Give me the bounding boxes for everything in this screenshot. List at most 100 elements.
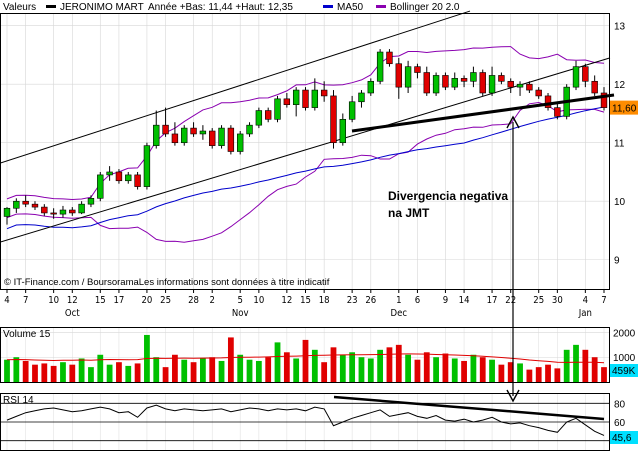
x-tick-label: 1 xyxy=(396,295,401,306)
volume-bar xyxy=(88,367,94,382)
candle-body xyxy=(283,98,291,105)
rsi-last-box xyxy=(610,431,638,444)
candle-body xyxy=(404,66,412,88)
volume-bar xyxy=(545,364,551,382)
x-tick-label: 4 xyxy=(4,295,9,306)
rsi-title: RSI 14 xyxy=(3,395,34,406)
x-tick-label: 30 xyxy=(552,295,563,306)
candle-body xyxy=(526,83,533,91)
candle-body xyxy=(460,78,468,82)
price-tick-label: 9 xyxy=(614,256,620,267)
x-tick-label: 5 xyxy=(237,295,242,306)
x-tick-label: 17 xyxy=(487,295,498,306)
rsi-tick-label: 80 xyxy=(614,399,626,410)
candle-body xyxy=(423,72,430,94)
volume-bar xyxy=(246,359,253,382)
candle-body xyxy=(199,130,207,135)
legend-swatch-bollinger xyxy=(376,5,386,8)
candle-body xyxy=(97,174,104,199)
x-tick-label: 12 xyxy=(67,295,78,306)
volume-bar xyxy=(97,354,104,382)
volume-bar xyxy=(4,359,10,382)
x-tick-label: 15 xyxy=(95,295,106,306)
volume-bar xyxy=(554,368,561,382)
volume-bar xyxy=(302,339,309,382)
source-note: © IT-Finance.com / BoursoramaLes informa… xyxy=(4,277,330,288)
x-tick-label: 12 xyxy=(281,295,292,306)
candle-body xyxy=(292,89,300,105)
price-tick-label: 11 xyxy=(614,139,625,150)
rsi-line xyxy=(6,404,605,436)
x-tick-label: 6 xyxy=(415,295,420,306)
bollinger-upper-line xyxy=(6,46,605,201)
candle-body xyxy=(218,127,225,146)
volume-bar xyxy=(13,357,20,382)
candle-body xyxy=(3,207,11,217)
candle-body xyxy=(414,66,421,73)
candle-body xyxy=(209,130,216,146)
legend-jeronimo: JERONIMO MART xyxy=(60,2,144,13)
volume-bar xyxy=(106,364,113,382)
volume-bar xyxy=(41,363,48,382)
axis-labels: 4 7 10 12 15 17 20 25 28 2 5 10 12 15 18 23 26 1 6 9 14 17 22 2… xyxy=(4,22,638,444)
candle-body xyxy=(87,198,95,205)
volume-bar xyxy=(535,367,542,382)
volume-bar xyxy=(414,359,421,382)
candle-body xyxy=(488,75,496,94)
candle-body xyxy=(432,75,440,94)
volume-bar xyxy=(293,358,300,382)
volume-bar xyxy=(218,360,225,382)
volume-bar xyxy=(405,354,412,382)
volume-bar xyxy=(153,357,160,382)
legend-bollinger: Bollinger 20 2.0 xyxy=(390,2,460,13)
x-tick-label: 15 xyxy=(300,295,311,306)
candle-body xyxy=(330,95,337,144)
legend-swatch-ma50 xyxy=(323,5,333,8)
volume-bar xyxy=(32,364,38,382)
volume-bar xyxy=(526,369,533,382)
channel-lower-line xyxy=(0,57,611,243)
candle-body xyxy=(115,171,123,182)
volume-bar xyxy=(423,352,430,382)
x-tick-label: 14 xyxy=(459,295,470,306)
candle-body xyxy=(358,92,365,103)
candle-body xyxy=(162,124,169,135)
rsi-last-label: 45,6 xyxy=(612,433,632,444)
support-trendline xyxy=(351,93,615,133)
x-tick-label: 4 xyxy=(583,295,588,306)
volume-bar xyxy=(209,357,216,382)
volume-last-box xyxy=(610,364,638,377)
x-tick-label: 28 xyxy=(188,295,199,306)
candle-body xyxy=(106,171,113,176)
volume-bar xyxy=(507,362,514,382)
candle-body xyxy=(582,66,589,82)
last-price-box xyxy=(610,100,638,115)
volume-bar xyxy=(60,362,66,382)
candle-body xyxy=(516,83,524,88)
volume-bar xyxy=(22,360,29,382)
ma50-line xyxy=(6,106,605,230)
rsi-divergence-line xyxy=(333,395,605,421)
legend-swatch-jeronimo xyxy=(46,5,56,8)
month-label: Nov xyxy=(232,308,249,319)
volume-bar xyxy=(134,363,141,382)
volume-tick-label: 1000 xyxy=(613,353,636,364)
volume-bar xyxy=(321,362,328,382)
candle-body xyxy=(479,72,486,94)
legend-ma50: MA50 xyxy=(337,2,364,13)
candle-body xyxy=(171,133,179,144)
candle-body xyxy=(544,95,552,108)
legend-annee: Année +Bas: 11,44 +Haut: 12,35 xyxy=(148,2,293,13)
volume-bar xyxy=(349,352,356,382)
candle-body xyxy=(181,127,188,144)
candle-body xyxy=(311,89,319,108)
channel-upper-line xyxy=(0,10,471,164)
volume-bar xyxy=(227,337,234,382)
candle-body xyxy=(376,51,384,82)
candle-body xyxy=(274,98,281,120)
volume-bar xyxy=(69,364,76,382)
volume-bar xyxy=(461,360,467,382)
legend: Valeurs JERONIMO MART Année +Bas: 11,44 … xyxy=(3,2,460,13)
x-tick-label: 23 xyxy=(347,295,358,306)
volume-bar xyxy=(433,357,439,382)
